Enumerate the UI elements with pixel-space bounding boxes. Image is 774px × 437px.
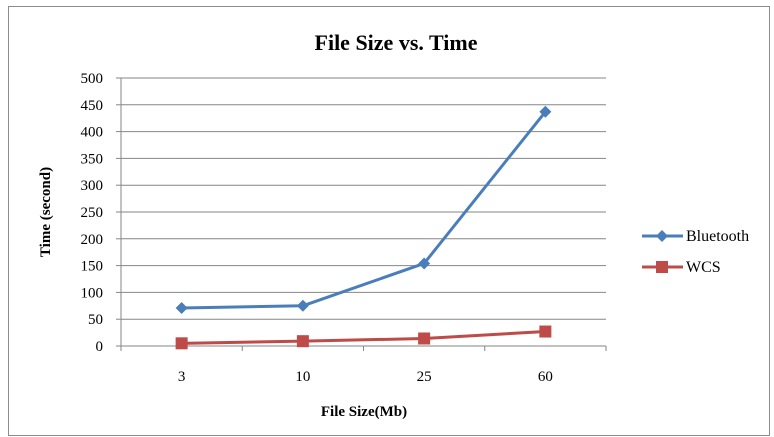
legend: Bluetooth WCS xyxy=(642,228,749,276)
x-tick-label: 3 xyxy=(178,369,186,385)
plot-area xyxy=(175,105,552,350)
y-axis-label: Time (second) xyxy=(38,167,54,257)
data-point-marker xyxy=(539,325,552,338)
x-tick-label: 25 xyxy=(417,369,432,385)
y-tick-label: 150 xyxy=(81,259,104,275)
chart-title: File Size vs. Time xyxy=(315,30,478,55)
x-tick-label: 10 xyxy=(295,369,310,385)
y-tick-label: 50 xyxy=(88,312,103,328)
data-point-marker xyxy=(296,335,309,348)
data-point-marker xyxy=(175,301,188,314)
series-line xyxy=(181,330,546,345)
y-tick-label: 300 xyxy=(81,178,104,194)
legend-item-wcs: WCS xyxy=(642,259,721,276)
data-point-marker xyxy=(418,332,431,345)
y-tick-label: 0 xyxy=(96,339,104,355)
x-axis-label: File Size(Mb) xyxy=(321,404,407,420)
y-tick-label: 500 xyxy=(81,71,104,87)
y-tick-labels: 0 50 100 150 200 250 300 350 400 450 500 xyxy=(81,71,104,355)
y-tick-label: 250 xyxy=(81,205,104,221)
data-point-marker xyxy=(418,257,431,270)
legend-marker xyxy=(656,230,668,242)
data-point-marker xyxy=(296,299,309,312)
y-tick-label: 350 xyxy=(81,151,104,167)
legend-item-bluetooth: Bluetooth xyxy=(642,228,749,245)
x-tick-label: 60 xyxy=(538,369,553,385)
series-wcs xyxy=(175,325,552,350)
series-bluetooth xyxy=(175,105,552,314)
y-tick-label: 450 xyxy=(81,98,104,114)
x-tick-labels: 3 10 25 60 xyxy=(178,369,553,385)
y-tick-label: 400 xyxy=(81,125,104,141)
series-line xyxy=(181,110,547,310)
x-tick-marks xyxy=(120,346,607,351)
gridlines xyxy=(116,77,606,347)
legend-label: WCS xyxy=(686,259,721,276)
data-point-marker xyxy=(539,105,552,118)
y-tick-label: 100 xyxy=(81,285,104,301)
y-tick-label: 200 xyxy=(81,232,104,248)
data-point-marker xyxy=(175,337,188,350)
legend-label: Bluetooth xyxy=(686,228,749,245)
legend-marker xyxy=(656,261,668,273)
